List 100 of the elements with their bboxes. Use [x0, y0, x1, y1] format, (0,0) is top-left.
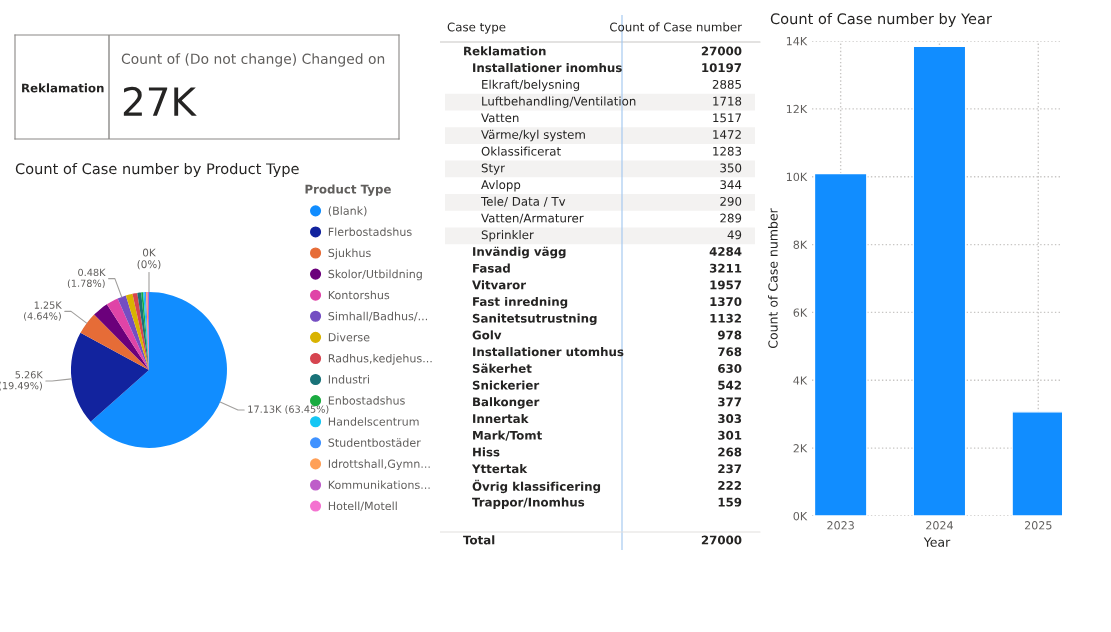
category-label: Fast inredning	[473, 296, 568, 309]
category-label: Balkonger	[473, 397, 540, 409]
y-axis-title: Count of Case number	[768, 208, 778, 349]
legend-label: Radhus,kedjehus...	[328, 353, 432, 365]
legend-label: Handelscentrum	[328, 417, 419, 426]
category-label: Installationer utomhus	[473, 347, 624, 357]
data-label: 289	[720, 213, 742, 223]
category-label: Luftbehandling/Ventilation	[482, 96, 636, 108]
x-tick-label: 2024	[926, 521, 953, 530]
bar	[813, 172, 868, 516]
legend-label: Kommunikations...	[328, 480, 430, 490]
category-label: Vitvaror	[472, 280, 526, 290]
category-label: Oklassificerat	[481, 146, 561, 156]
category-label: Invändig vägg	[473, 246, 566, 259]
data-label: 268	[718, 447, 742, 457]
text: Case type	[447, 22, 506, 34]
category-label: Reklamation	[464, 46, 546, 56]
category-label: Installationer inomhus	[473, 63, 622, 73]
data-label: 222	[718, 480, 741, 490]
category-label: Styr	[481, 163, 505, 175]
category-label: Tele/ Data / Tv	[480, 196, 566, 207]
pie-slice	[106, 298, 149, 370]
data-label: 978	[717, 330, 742, 340]
pie-slice	[137, 292, 149, 370]
y-tick-label: 0K	[793, 511, 808, 521]
data-label: 1132	[710, 313, 741, 323]
data-label: 1957	[710, 280, 742, 290]
data-label: 303	[718, 414, 742, 424]
legend-label: Simhall/Badhus/...	[328, 311, 428, 322]
legend-label: Kontorshus	[328, 290, 390, 300]
data-label: 301	[718, 430, 742, 440]
category-label: Fasad	[473, 263, 510, 273]
y-tick-label: 2K	[793, 444, 808, 453]
bar	[912, 45, 967, 516]
pie-slice	[117, 295, 149, 370]
category-label: Mark/Tomt	[473, 430, 542, 441]
category-label: Golv	[472, 330, 502, 340]
category-label: Värme/kyl system	[481, 129, 585, 142]
data-label: 350	[720, 163, 742, 173]
y-tick-label: 12K	[786, 104, 808, 114]
category-label: Hiss	[473, 447, 500, 457]
category-label: Snickerier	[472, 380, 540, 390]
data-label: 1370	[710, 297, 742, 307]
y-tick-label: 10K	[786, 172, 808, 182]
pie-slice	[90, 292, 227, 448]
y-tick-label: 4K	[793, 376, 808, 385]
data-label: 1283	[713, 146, 742, 156]
y-tick-label: 8K	[793, 240, 808, 249]
category-label: Avlopp	[481, 179, 521, 192]
data-label: 377	[718, 397, 742, 407]
category-label: Vatten	[481, 113, 519, 123]
data-label: 27000	[701, 535, 742, 545]
legend-label: (Blank)	[328, 206, 367, 217]
data-label: 10197	[702, 63, 742, 73]
text: Count of Case number	[610, 22, 742, 32]
data-label: 237	[718, 464, 742, 474]
data-label: 768	[718, 347, 742, 357]
x-axis-title: Year	[923, 537, 951, 547]
category-label: Vatten/Armaturer	[481, 213, 584, 224]
text: 0K (0%)	[137, 248, 161, 270]
category-label: Yttertak	[471, 464, 528, 474]
category-label: Sanitetsutrustning	[472, 313, 597, 326]
category-label: Innertak	[473, 413, 529, 424]
legend-label: Studentbostäder	[328, 438, 421, 447]
data-label: 1718	[713, 96, 742, 106]
data-label: 1.25K (4.64%)	[24, 301, 62, 321]
legend-label: Idrottshall,Gymn...	[328, 459, 430, 471]
legend-label: Industri	[328, 374, 369, 384]
data-label: 2885	[712, 79, 741, 89]
data-label: 1472	[713, 130, 741, 139]
category-label: Elkraft/belysning	[482, 79, 580, 92]
legend-label: Hotell/Motell	[328, 501, 397, 511]
data-label: 0.48K (1.78%)	[67, 268, 106, 289]
y-tick-label: 6K	[793, 308, 808, 317]
pie-slice	[132, 292, 149, 370]
category-label: Övrig klassificering	[472, 479, 601, 494]
category-label: Total	[463, 535, 495, 545]
data-label: 1517	[713, 113, 741, 123]
data-label: 344	[720, 180, 742, 190]
pie-slice	[80, 314, 149, 370]
pie-slice	[94, 304, 149, 370]
data-label: 49	[727, 230, 742, 240]
y-tick-label: 14K	[786, 37, 808, 46]
category-label: Sprinkler	[481, 230, 534, 242]
x-tick-label: 2025	[1024, 521, 1052, 530]
data-label: 542	[718, 380, 741, 390]
text: 27K	[123, 86, 197, 116]
legend-title: Product Type	[305, 184, 391, 196]
data-label: 630	[718, 363, 742, 373]
legend-label: Enbostadshus	[328, 396, 405, 405]
data-label: 290	[720, 196, 742, 206]
x-tick-label: 2023	[827, 521, 854, 530]
data-label: 159	[718, 497, 742, 507]
category-label: Säkerhet	[472, 363, 532, 373]
pie-slice	[71, 332, 149, 422]
category-label: Trappor/Inomhus	[472, 497, 585, 509]
legend-label: Sjukhus	[328, 248, 371, 260]
data-label: 27000	[701, 46, 742, 56]
text: Count of (Do not change) Changed on	[121, 53, 385, 67]
legend-label: Flerbostadshus	[328, 227, 412, 236]
